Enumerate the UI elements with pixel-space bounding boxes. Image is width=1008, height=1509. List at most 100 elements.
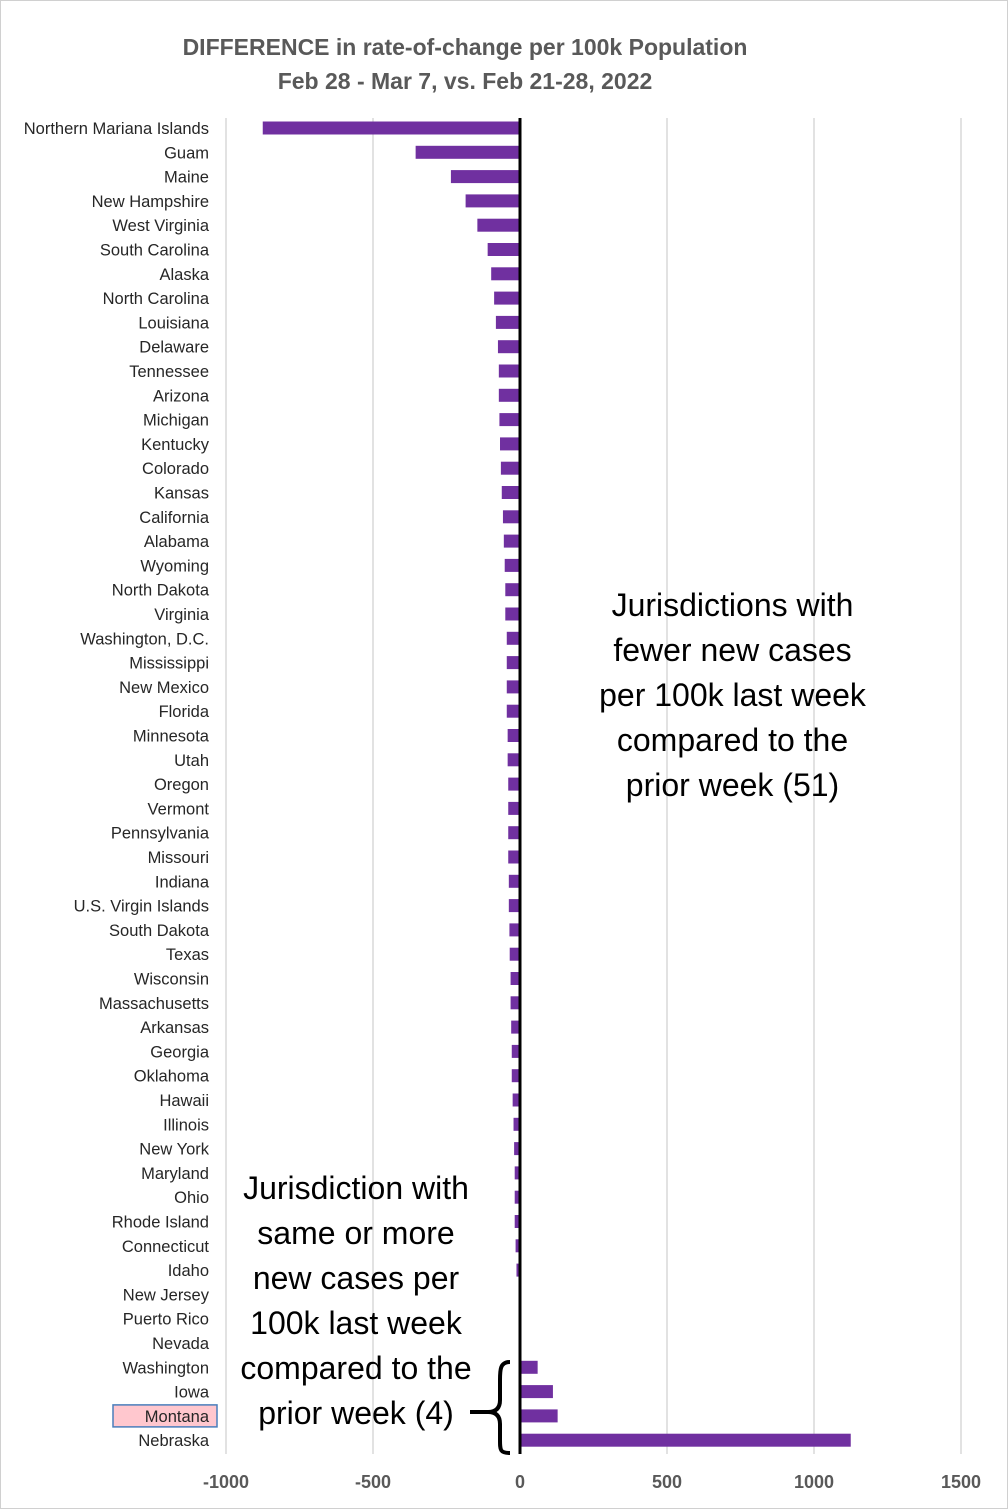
bar [508,801,520,815]
chart-title: DIFFERENCE in rate-of-change per 100k Po… [182,34,748,60]
category-label: Rhode Island [112,1214,209,1232]
category-label: Kansas [154,485,209,503]
bars [262,121,851,1447]
annotation-more-line: new cases per [252,1260,460,1296]
bar [501,486,520,499]
category-label: Alaska [159,266,209,284]
bar [498,364,520,378]
category-label: Idaho [168,1262,209,1280]
annotation-fewer-line: Jurisdictions with [611,587,854,623]
category-label: Mississippi [129,655,209,673]
bar [506,656,520,670]
bar [509,947,520,961]
category-label: Washington [122,1359,209,1377]
bar [465,194,520,208]
gridlines [225,118,962,1454]
bar [506,680,520,694]
highlight-layer [112,1404,218,1428]
category-label: Louisiana [138,314,209,332]
bar [512,1093,520,1107]
category-label: Puerto Rico [123,1311,209,1329]
bar [509,923,520,937]
category-label: Montana [145,1408,210,1426]
annotation-more-line: Jurisdiction with [243,1170,469,1206]
category-label: Utah [174,752,209,770]
bar [497,340,520,354]
highlight-box [112,1404,218,1428]
category-label: Indiana [155,873,210,891]
annotation-more-line: 100k last week [250,1305,462,1341]
category-label: Guam [164,144,209,162]
category-label: Georgia [150,1043,210,1061]
annotation-fewer-line: fewer new cases [613,632,852,668]
category-label: Arkansas [140,1019,209,1037]
annotation-more: Jurisdiction with same or more new cases… [220,1166,492,1436]
category-label: Maryland [141,1165,209,1183]
annotation-more-line: same or more [257,1215,455,1251]
category-label: South Carolina [100,242,210,260]
category-label: New York [139,1141,209,1159]
category-label: Arizona [153,387,210,405]
bar [514,1190,520,1204]
bar [506,631,520,645]
bar [514,1166,520,1180]
bar [477,218,520,232]
category-label: Oklahoma [134,1068,210,1086]
category-label: Virginia [154,606,210,624]
category-label: Connecticut [122,1238,210,1256]
bar [511,1069,520,1083]
bar [508,826,520,840]
category-label: Alabama [144,533,210,551]
x-tick-label: 1000 [794,1472,834,1492]
annotation-more-line: compared to the [240,1350,472,1386]
category-label: Ohio [174,1189,209,1207]
x-tick-label: -1000 [203,1472,249,1492]
bar [511,1044,520,1058]
bar [508,850,520,864]
annotation-fewer-line: compared to the [616,722,849,758]
bar [513,1117,520,1131]
bar [508,874,520,888]
category-label: Michigan [143,412,209,430]
annotation-more-line: prior week (4) [258,1395,454,1431]
category-label: Northern Mariana Islands [24,120,209,138]
category-label: Vermont [148,800,210,818]
category-label: Pennsylvania [111,825,210,843]
category-label: Washington, D.C. [80,630,209,648]
tick-labels: -1000 -500 0 500 1000 1500 [203,1472,981,1492]
bar [508,777,520,791]
bar [487,243,520,256]
category-label: Wyoming [140,557,209,575]
annotation-fewer: Jurisdictions with fewer new cases per 1… [560,583,905,808]
bar [520,1360,538,1374]
category-label: Maine [164,169,209,187]
bar [503,534,520,548]
category-label: New Jersey [123,1286,210,1304]
bar [514,1142,520,1156]
category-label: Tennessee [129,363,209,381]
category-label: North Carolina [103,290,210,308]
x-tick-label: -500 [355,1472,391,1492]
category-label: New Mexico [119,679,209,697]
category-label: New Hampshire [92,193,209,211]
bar [262,121,520,135]
category-label: Minnesota [133,728,210,746]
bar [494,291,520,305]
bar [495,315,520,329]
bar [415,145,520,159]
bar [491,267,520,281]
bar [510,996,520,1010]
annotation-fewer-line: prior week (51) [625,767,840,803]
bar [499,413,520,427]
bar [502,510,520,524]
category-label: Massachusetts [99,995,209,1013]
bar [516,1263,520,1277]
category-label: Nevada [152,1335,210,1353]
bar [507,753,520,767]
bar [514,1215,520,1228]
category-label: South Dakota [109,922,210,940]
x-tick-label: 1500 [941,1472,981,1492]
category-label: Delaware [139,339,209,357]
category-label: Illinois [163,1116,209,1134]
